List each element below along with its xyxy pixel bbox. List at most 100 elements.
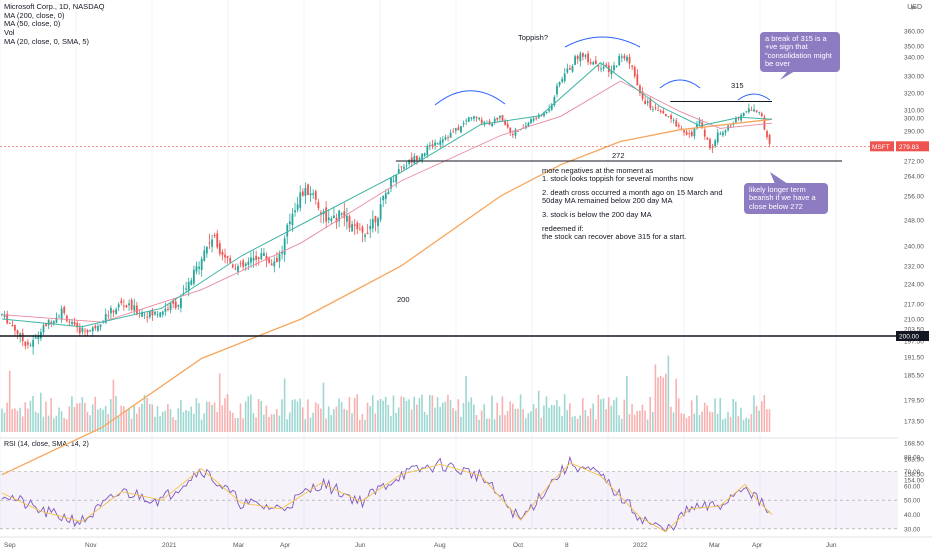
volume-bar (39, 392, 42, 432)
volume-bar (421, 394, 423, 432)
volume-bar (553, 405, 556, 432)
candle-body (351, 224, 353, 232)
volume-bar (493, 419, 496, 432)
volume-bar (58, 407, 60, 432)
candle-body (620, 56, 623, 58)
volume-bar (670, 406, 672, 432)
candle-body (37, 335, 40, 340)
volume-bar (672, 412, 675, 432)
price-tick-label: 310.00 (904, 108, 924, 115)
rsi-tick-label: 40.00 (904, 512, 921, 519)
candle-body (473, 116, 475, 119)
volume-bar (356, 394, 358, 432)
candle-body (584, 55, 587, 57)
volume-bar (714, 398, 716, 432)
notes-line-5: 3. stock is below the 200 day MA (542, 210, 652, 219)
volume-bar (255, 417, 257, 432)
legend-title: Microsoft Corp., 1D, NASDAQ (4, 2, 105, 11)
rsi-tick-label: 80.00 (904, 455, 921, 462)
volume-bar (758, 410, 760, 432)
candle-body (312, 193, 315, 195)
volume-bar (475, 414, 478, 432)
candle-body (470, 117, 473, 119)
volume-bar (361, 413, 364, 432)
candle-body (120, 300, 123, 304)
legend-ma50[interactable]: MA (50, close, 0) (4, 19, 61, 29)
volume-bar (486, 418, 488, 432)
volume-bar (667, 355, 670, 432)
volume-bar (14, 408, 16, 432)
volume-bar (457, 399, 460, 432)
candle-body (283, 238, 286, 255)
candle-body (81, 328, 84, 332)
legend-ma20[interactable]: MA (20, close, 0, SMA, 5) (4, 36, 90, 46)
ticker-badge: MSFT (872, 144, 890, 151)
callout-close-below-272[interactable]: likely longer term bearish if we have a … (744, 183, 828, 215)
volume-bar (690, 400, 693, 432)
volume-bar (768, 409, 771, 432)
time-tick-label: Jun (826, 542, 837, 549)
candle-body (379, 204, 382, 220)
volume-bar (576, 418, 579, 432)
alert-icon[interactable]: ▸ (911, 2, 916, 12)
rsi-tick-label: 30.00 (904, 526, 921, 533)
volume-bar (491, 395, 493, 432)
candle-body (403, 166, 405, 169)
volume-bar (400, 396, 403, 432)
volume-bar (465, 375, 467, 432)
volume-bar (426, 414, 428, 432)
volume-bar (737, 416, 740, 432)
volume-bar (462, 402, 465, 432)
volume-bar (460, 416, 462, 432)
volume-bar (623, 399, 626, 432)
volume-bar (148, 403, 151, 432)
price-tick-label: 173.50 (904, 419, 924, 426)
time-tick-label: 8 (565, 542, 569, 549)
volume-bar (532, 403, 535, 432)
candle-body (314, 191, 317, 200)
candle-body (641, 91, 644, 99)
legend-vol[interactable]: Vol (4, 28, 15, 38)
candle-body (8, 323, 11, 324)
candle-body (392, 180, 395, 182)
volume-bar (527, 413, 530, 432)
candle-body (164, 308, 167, 312)
candle-body (449, 132, 452, 138)
candle-body (52, 321, 55, 324)
candle-body (71, 321, 73, 324)
legend-ma200[interactable]: MA (200, close, 0) (4, 10, 65, 20)
candle-body (97, 326, 99, 331)
price-layer (1, 50, 773, 476)
candle-body (133, 305, 136, 311)
volume-bar (556, 399, 558, 432)
candle-body (154, 311, 156, 315)
volume-bar (273, 414, 275, 432)
candle-body (431, 144, 434, 147)
volume-bar (496, 402, 499, 432)
volume-bar (641, 404, 644, 432)
candle-body (680, 128, 683, 130)
volume-bar (252, 413, 255, 432)
volume-bar (563, 394, 566, 432)
volume-bar (65, 419, 68, 432)
candle-body (234, 268, 237, 270)
candle-body (148, 310, 151, 318)
candle-body (104, 314, 107, 324)
volume-bar (218, 373, 221, 432)
volume-bar (499, 415, 501, 432)
volume-bar (78, 403, 81, 432)
candle-body (110, 307, 112, 314)
currency-label[interactable]: USD (907, 4, 922, 11)
volume-bar (115, 396, 117, 432)
volume-bar (200, 419, 203, 432)
volume-bar (97, 409, 99, 432)
callout-break-315[interactable]: a break of 315 is a +ve sign that "conso… (760, 32, 840, 72)
volume-bar (706, 405, 709, 432)
volume-bar (314, 402, 317, 432)
volume-bar (146, 397, 148, 432)
volume-bar (154, 416, 156, 432)
volume-bar (346, 410, 348, 432)
volume-bar (286, 419, 288, 432)
volume-bar (727, 411, 729, 432)
